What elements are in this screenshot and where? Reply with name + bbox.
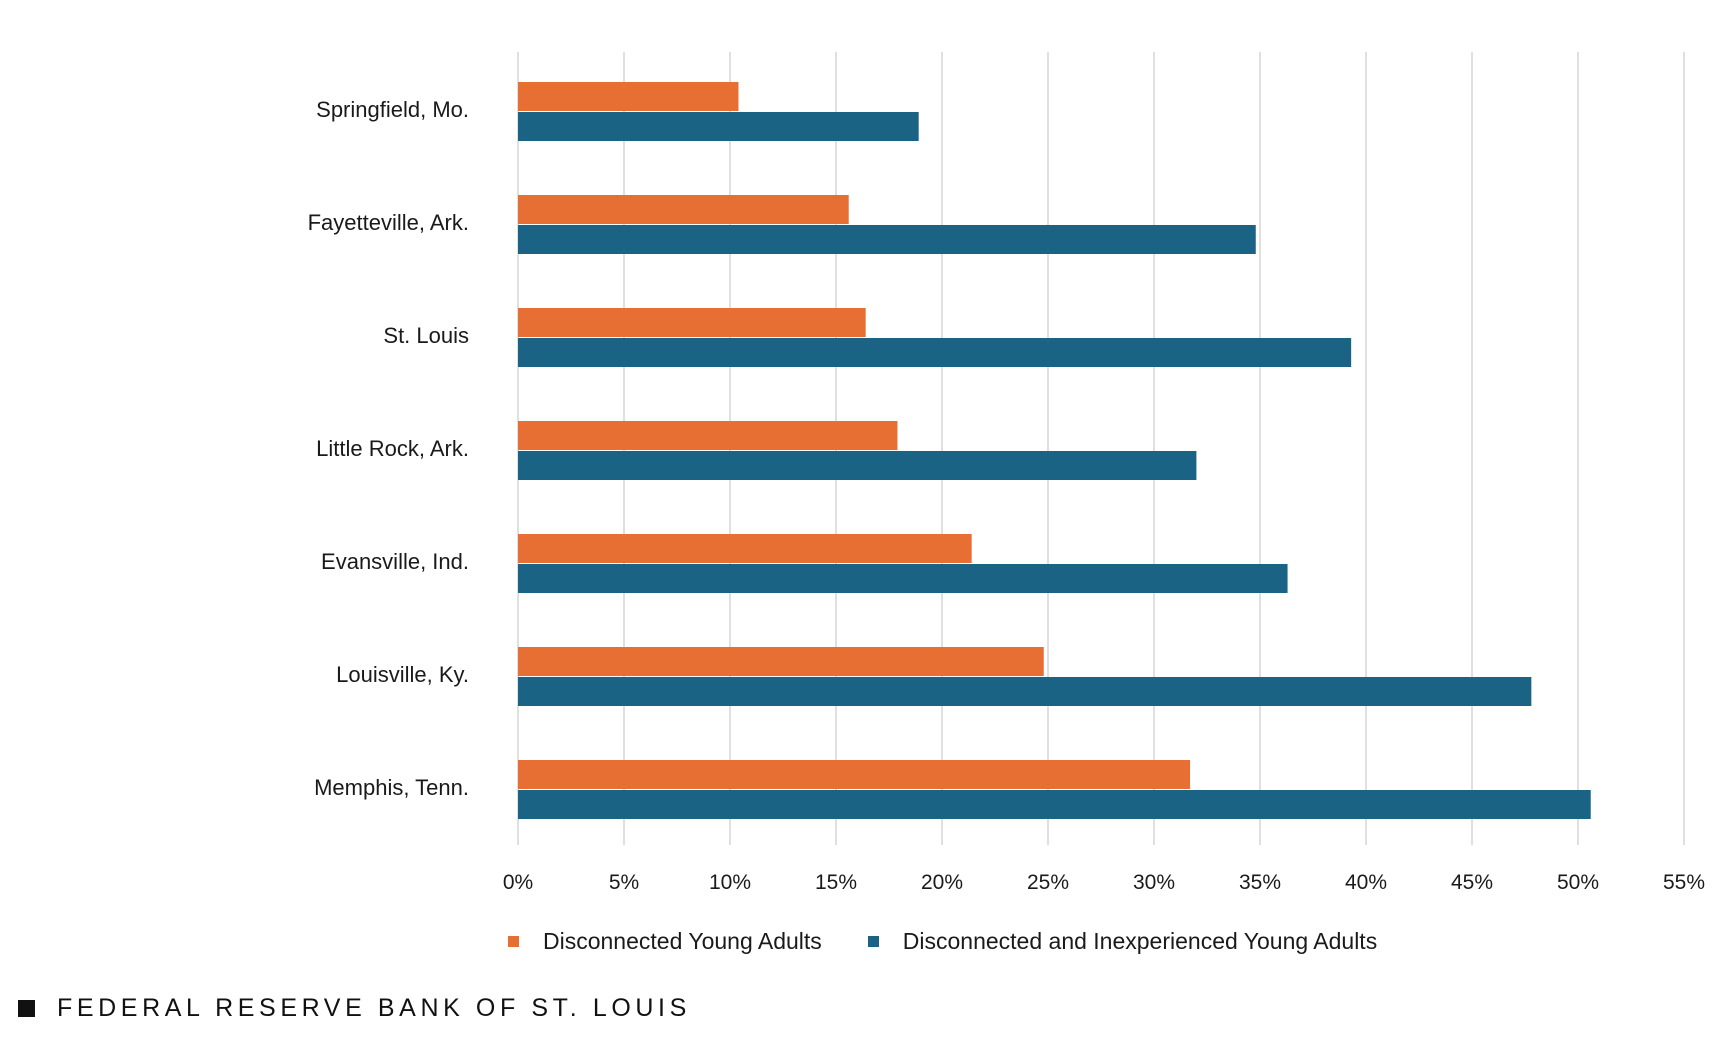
bar-disconnected-6 <box>518 647 1044 676</box>
x-tick-label: 15% <box>815 871 857 894</box>
category-label: Evansville, Ind. <box>321 549 469 574</box>
bar-disconnected-1 <box>518 82 739 111</box>
bar-disconnected-2 <box>518 195 849 224</box>
x-tick-label: 50% <box>1557 871 1599 894</box>
bar-inexperienced-1 <box>518 112 919 141</box>
legend-item-inexperienced: Disconnected and Inexperienced Young Adu… <box>867 928 1378 955</box>
x-tick-label: 45% <box>1451 871 1493 894</box>
x-tick-label: 35% <box>1239 871 1281 894</box>
legend-item-disconnected: Disconnected Young Adults <box>508 928 822 955</box>
footer: FEDERAL RESERVE BANK OF ST. LOUIS <box>18 994 691 1023</box>
category-label: Little Rock, Ark. <box>316 436 469 461</box>
legend-swatch-blue <box>867 936 879 947</box>
bar-inexperienced-5 <box>518 564 1288 593</box>
x-tick-label: 0% <box>503 871 533 894</box>
bar-inexperienced-7 <box>518 790 1591 819</box>
bar-inexperienced-3 <box>518 338 1352 367</box>
category-label: Louisville, Ky. <box>336 662 469 687</box>
x-tick-label: 10% <box>709 871 751 894</box>
x-tick-label: 5% <box>609 871 639 894</box>
footer-source: FEDERAL RESERVE BANK OF ST. LOUIS <box>57 994 691 1022</box>
x-tick-label: 55% <box>1663 871 1705 894</box>
bar-inexperienced-6 <box>518 677 1532 706</box>
x-tick-label: 30% <box>1133 871 1175 894</box>
bar-disconnected-3 <box>518 308 866 337</box>
category-label: Springfield, Mo. <box>316 97 469 122</box>
bar-chart: 0% 5% 10% 15% 20% 25% 30% 35% 40% 45% 50% 55% Spring… <box>308 52 1705 894</box>
legend-label-inexperienced: Disconnected and Inexperienced Young Adu… <box>902 928 1378 954</box>
category-label: St. Louis <box>383 323 469 348</box>
category-label: Memphis, Tenn. <box>314 775 469 800</box>
bar-disconnected-5 <box>518 534 972 563</box>
bar-disconnected-7 <box>518 760 1191 789</box>
bar-inexperienced-2 <box>518 225 1256 254</box>
x-tick-label: 20% <box>921 871 963 894</box>
footer-square-icon <box>18 1000 35 1017</box>
x-tick-label: 40% <box>1345 871 1387 894</box>
bar-disconnected-4 <box>518 421 898 450</box>
legend: Disconnected Young Adults Disconnected a… <box>508 928 1423 955</box>
legend-swatch-orange <box>508 936 519 947</box>
x-tick-label: 25% <box>1027 871 1069 894</box>
category-label: Fayetteville, Ark. <box>308 210 469 235</box>
legend-label-disconnected: Disconnected Young Adults <box>543 928 822 954</box>
bar-inexperienced-4 <box>518 451 1197 480</box>
